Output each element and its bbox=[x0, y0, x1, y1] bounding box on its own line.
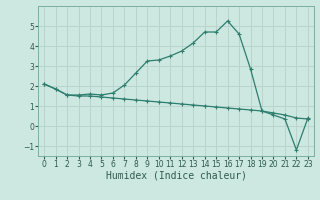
X-axis label: Humidex (Indice chaleur): Humidex (Indice chaleur) bbox=[106, 171, 246, 181]
